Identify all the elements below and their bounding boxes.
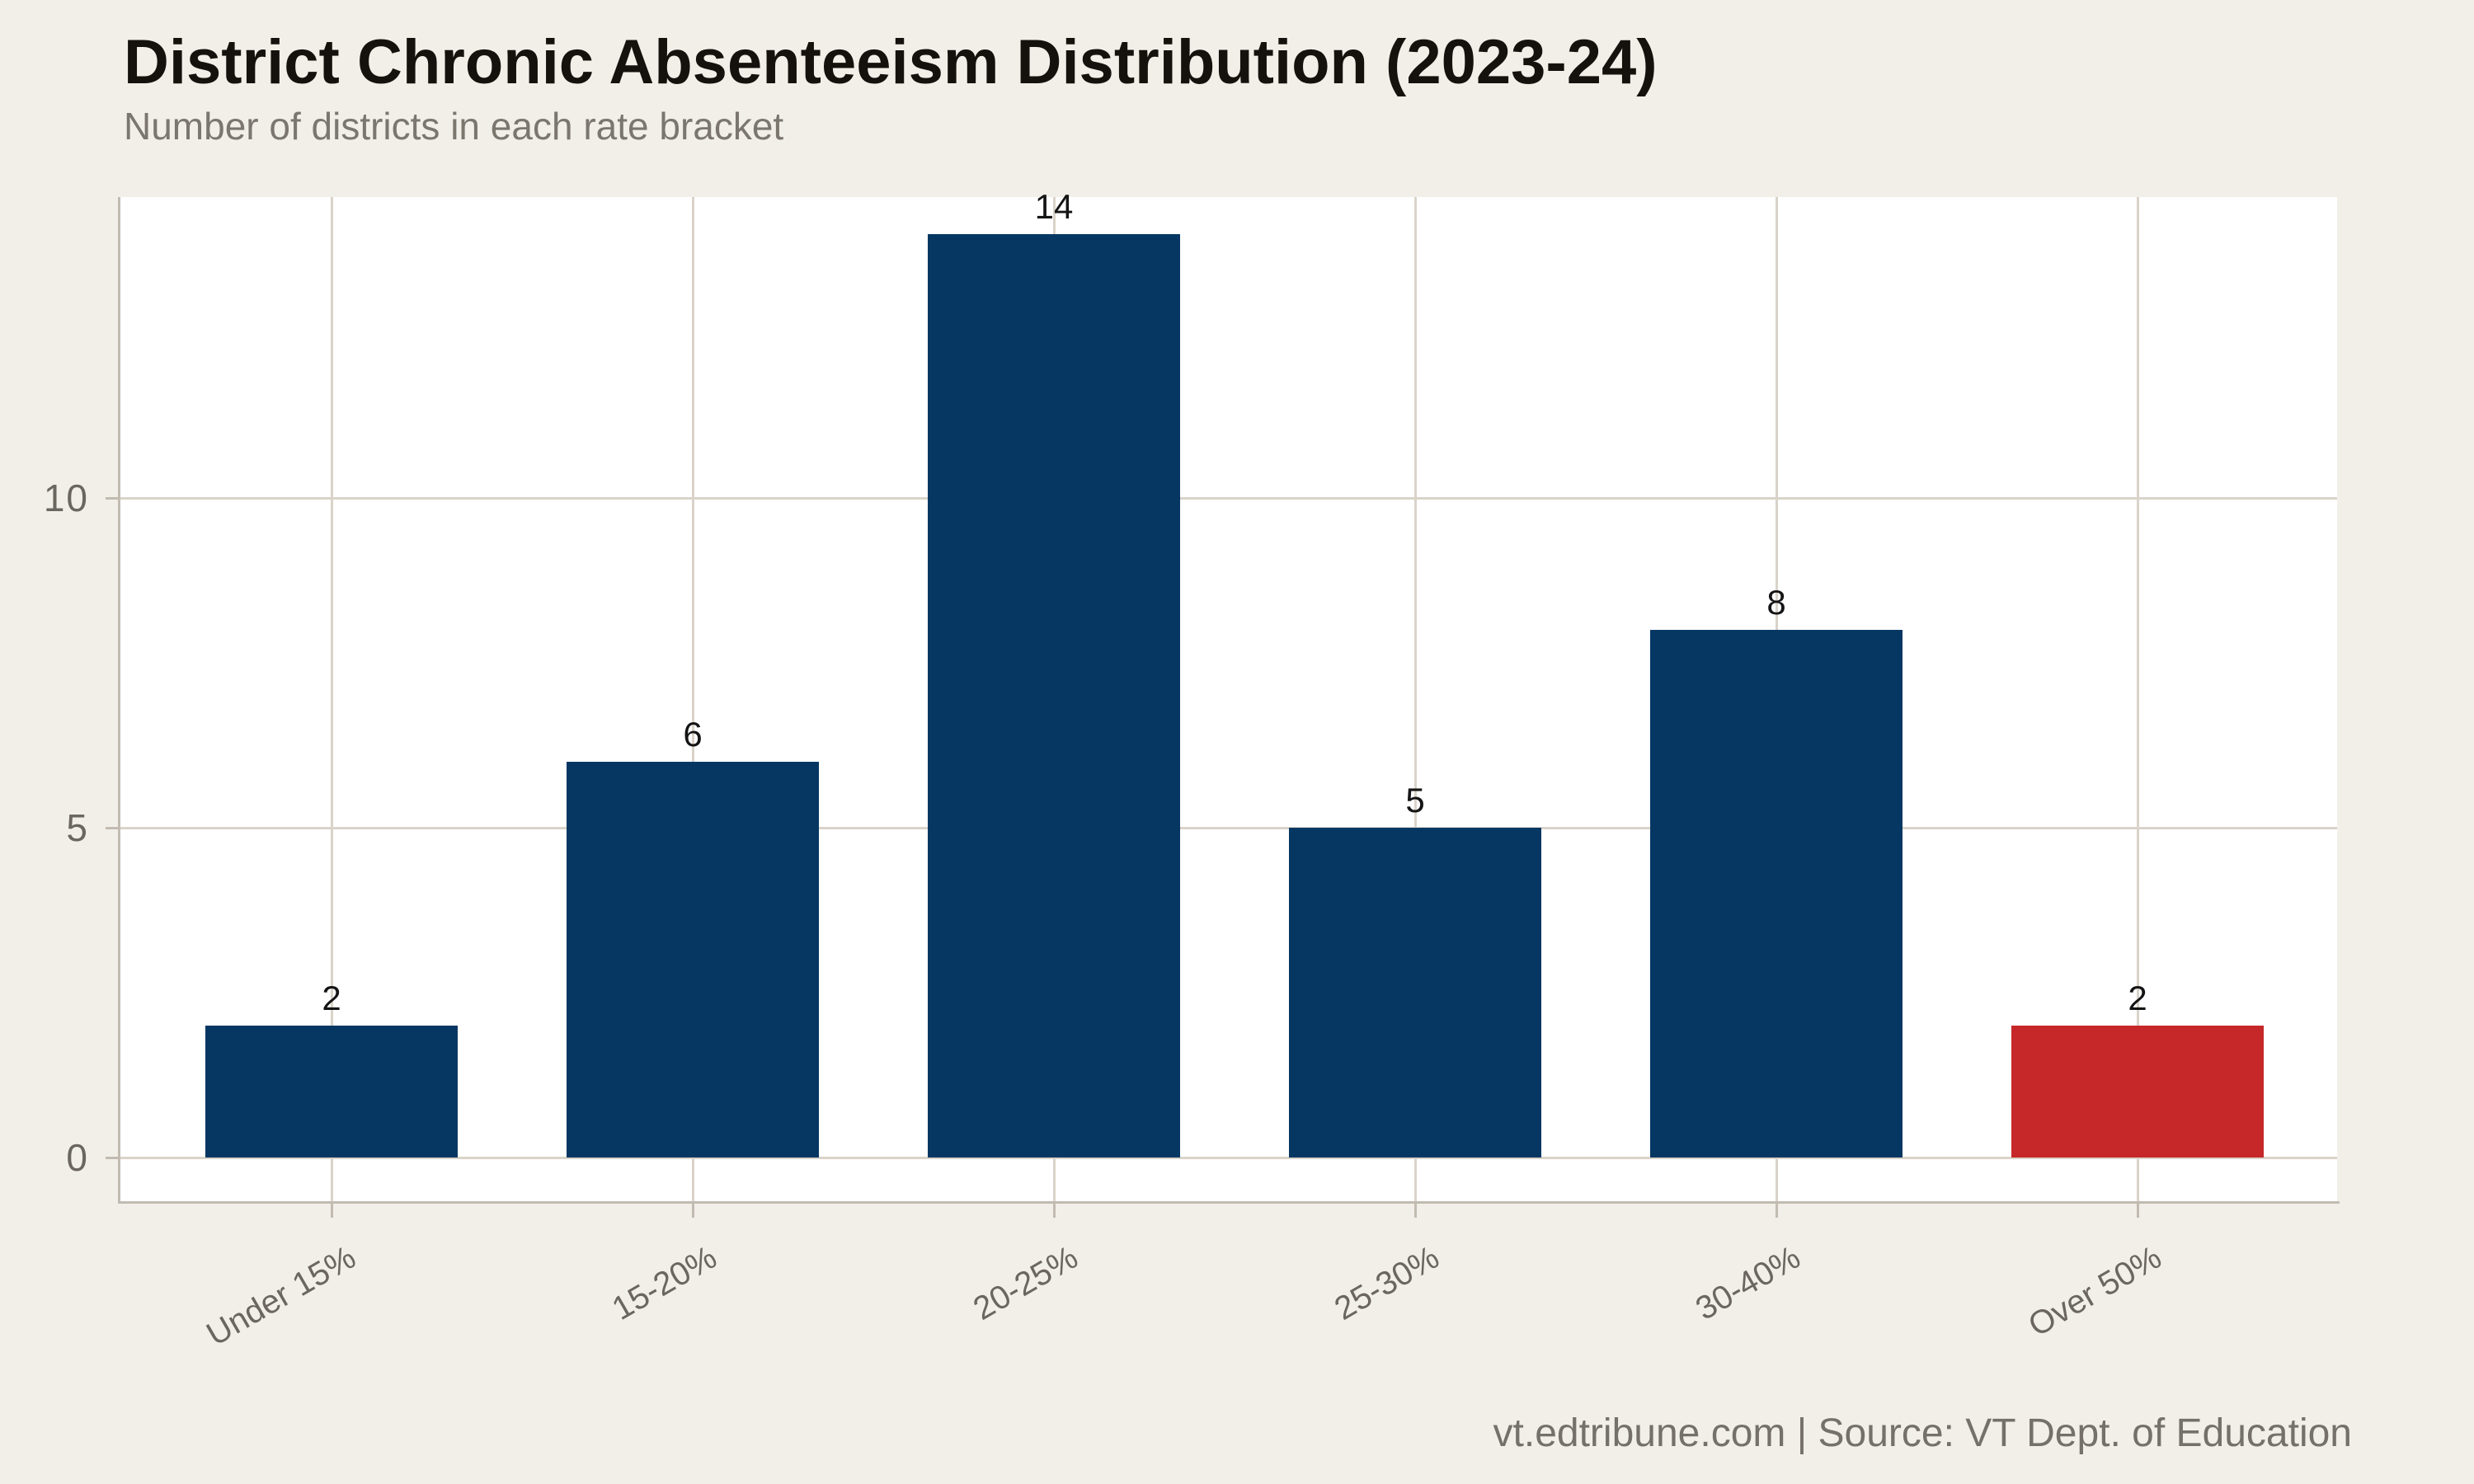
bar [928,234,1180,1158]
bar-value-label: 5 [1405,781,1425,819]
x-gridline [1413,197,1417,1201]
y-tick-mark [106,826,120,829]
x-tick-mark [2136,1203,2139,1218]
y-tick-label: 10 [43,477,89,519]
bar [1289,828,1541,1158]
source-caption: vt.edtribune.com | Source: VT Dept. of E… [1493,1411,2352,1455]
bar [1650,630,1903,1158]
bar [2011,1026,2264,1158]
y-tick-mark [106,496,120,500]
x-gridline [2136,197,2139,1201]
x-tick-label: 15-20% [606,1238,723,1327]
x-tick-label: Under 15% [200,1238,362,1354]
x-tick-label: 20-25% [967,1238,1084,1327]
bar [205,1026,458,1158]
x-tick-label: 25-30% [1329,1238,1446,1327]
x-tick-mark [1775,1203,1778,1218]
y-gridline [120,496,2337,500]
x-tick-label: 30-40% [1690,1238,1807,1327]
x-gridline [330,197,333,1201]
x-tick-mark [691,1203,694,1218]
plot-area: 2 6 14 5 8 2 [120,188,2337,1201]
x-tick-mark [1413,1203,1417,1218]
bar-value-label: 2 [322,979,341,1017]
bar-value-label: 6 [683,715,703,754]
chart-subtitle: Number of districts in each rate bracket [124,105,784,148]
bar-value-label: 2 [2128,979,2147,1017]
y-tick-mark [106,1156,120,1159]
x-tick-mark [330,1203,333,1218]
bar-value-label: 14 [1034,187,1074,226]
y-gridline [120,826,2337,829]
y-gridline [120,1156,2337,1159]
x-axis-line [118,1201,2340,1204]
x-tick-label: Over 50% [2022,1238,2168,1344]
y-axis-line [118,197,120,1204]
y-tick-label: 0 [66,1136,89,1179]
x-gridline [691,197,694,1201]
bar [567,762,819,1158]
chart-title: District Chronic Absenteeism Distributio… [124,27,1658,97]
x-tick-mark [1052,1203,1056,1218]
y-tick-label: 5 [66,806,89,849]
bar-value-label: 8 [1766,583,1786,622]
